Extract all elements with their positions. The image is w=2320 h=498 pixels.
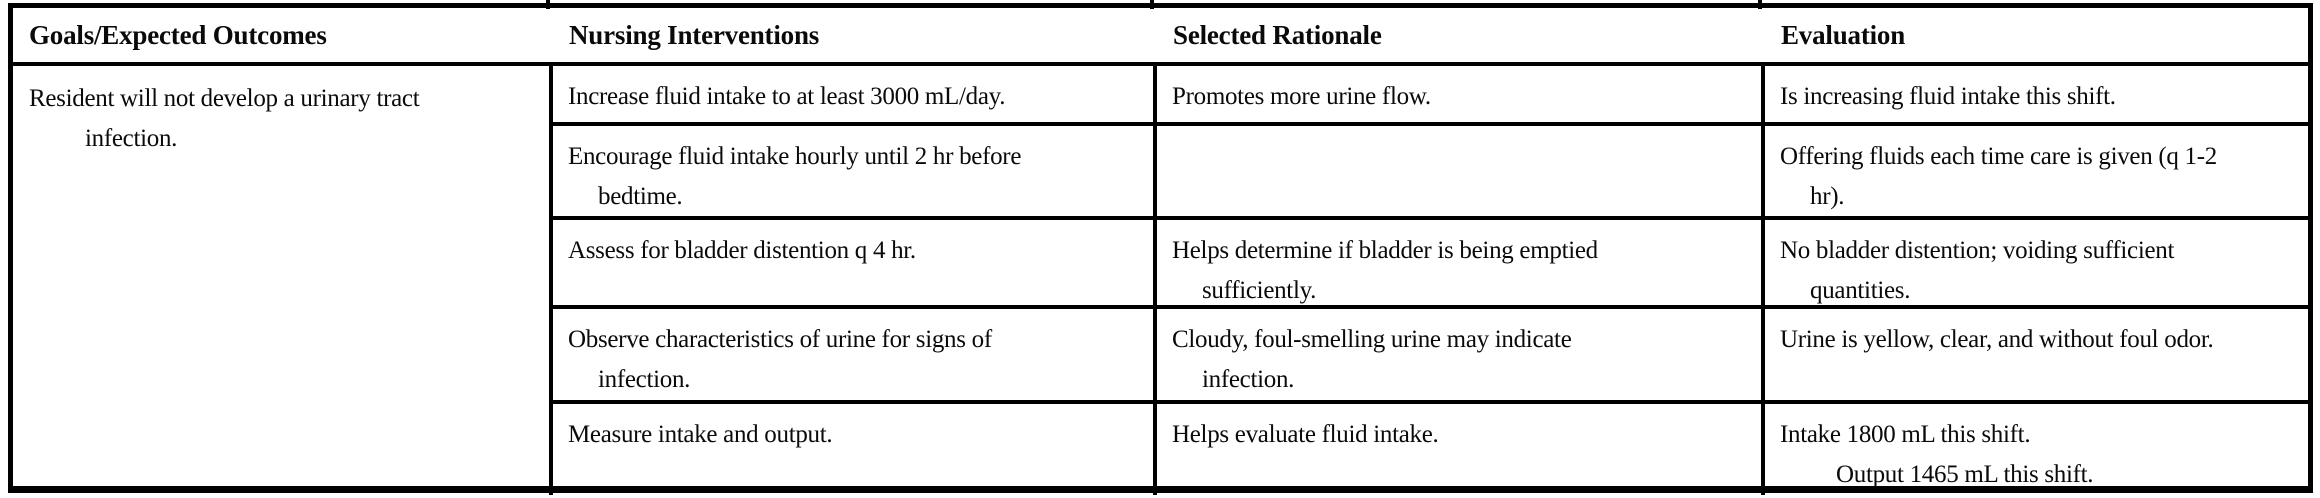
cell-text-line: Helps determine if bladder is being empt… (1172, 237, 1598, 264)
cell-text-line: infection. (1202, 366, 1295, 393)
nursing-care-plan-table: Goals/Expected Outcomes Nursing Interven… (8, 3, 2313, 495)
header-goals-expected-outcomes: Goals/Expected Outcomes (29, 19, 327, 50)
cell-text-line: Helps evaluate fluid intake. (1172, 421, 1439, 448)
rationale-cell-empty (1157, 126, 1765, 216)
header-evaluation: Evaluation (1781, 19, 1906, 50)
table-header-row: Goals/Expected Outcomes Nursing Interven… (13, 8, 2308, 66)
cell-text-line: Output 1465 mL this shift. (1836, 461, 2094, 488)
intervention-cell: Observe characteristics of urine for sig… (553, 309, 1157, 400)
cell-text-line: hr). (1810, 183, 1845, 210)
cell-text-line: infection. (598, 366, 691, 393)
evaluation-cell: Offering fluids each time care is given … (1765, 126, 2308, 216)
header-nursing-interventions: Nursing Interventions (569, 19, 820, 50)
intervention-cell: Encourage fluid intake hourly until 2 hr… (553, 126, 1157, 216)
rationale-cell: Helps determine if bladder is being empt… (1157, 220, 1765, 305)
rationale-cell: Helps evaluate fluid intake. (1157, 404, 1765, 495)
goal-cell: Resident will not develop a urinary trac… (13, 66, 553, 495)
cell-text-line: No bladder distention; voiding sufficien… (1780, 237, 2175, 264)
cell-text-line: Promotes more urine flow. (1172, 83, 1431, 110)
cell-text-line: sufficiently. (1202, 277, 1317, 304)
header-selected-rationale: Selected Rationale (1173, 19, 1382, 50)
goal-text-line: Resident will not develop a urinary trac… (29, 85, 420, 112)
intervention-cell: Measure intake and output. (553, 404, 1157, 495)
table-body: Resident will not develop a urinary trac… (13, 66, 2308, 495)
cell-text-line: Cloudy, foul-smelling urine may indicate (1172, 326, 1572, 353)
cell-text-line: bedtime. (598, 183, 683, 210)
cell-text-line: Observe characteristics of urine for sig… (568, 326, 992, 353)
rationale-cell: Cloudy, foul-smelling urine may indicate… (1157, 309, 1765, 400)
intervention-cell: Assess for bladder distention q 4 hr. (553, 220, 1157, 305)
cell-text-line: Is increasing fluid intake this shift. (1780, 83, 2116, 110)
evaluation-cell: No bladder distention; voiding sufficien… (1765, 220, 2308, 305)
cell-text-line: Intake 1800 mL this shift. (1780, 421, 2031, 448)
table-row: Encourage fluid intake hourly until 2 hr… (553, 126, 2308, 220)
cell-text-line: Offering fluids each time care is given … (1780, 143, 2217, 170)
cell-text-line: Urine is yellow, clear, and without foul… (1780, 326, 2214, 353)
cell-text-line: Encourage fluid intake hourly until 2 hr… (568, 143, 1022, 170)
table-row: Observe characteristics of urine for sig… (553, 309, 2308, 404)
rationale-cell: Promotes more urine flow. (1157, 66, 1765, 122)
cell-text-line: Measure intake and output. (568, 421, 833, 448)
goal-text-line: infection. (85, 125, 178, 152)
cell-text-line: quantities. (1810, 277, 1911, 304)
evaluation-cell: Intake 1800 mL this shift. Output 1465 m… (1765, 404, 2308, 495)
intervention-cell: Increase fluid intake to at least 3000 m… (553, 66, 1157, 122)
table-row: Increase fluid intake to at least 3000 m… (553, 66, 2308, 126)
evaluation-cell: Is increasing fluid intake this shift. (1765, 66, 2308, 122)
intervention-rows: Increase fluid intake to at least 3000 m… (553, 66, 2308, 495)
cell-text-line: Assess for bladder distention q 4 hr. (568, 237, 916, 264)
table-row: Measure intake and output. Helps evaluat… (553, 404, 2308, 495)
table-row: Assess for bladder distention q 4 hr. He… (553, 220, 2308, 309)
evaluation-cell: Urine is yellow, clear, and without foul… (1765, 309, 2308, 400)
cell-text-line: Increase fluid intake to at least 3000 m… (568, 83, 1006, 110)
